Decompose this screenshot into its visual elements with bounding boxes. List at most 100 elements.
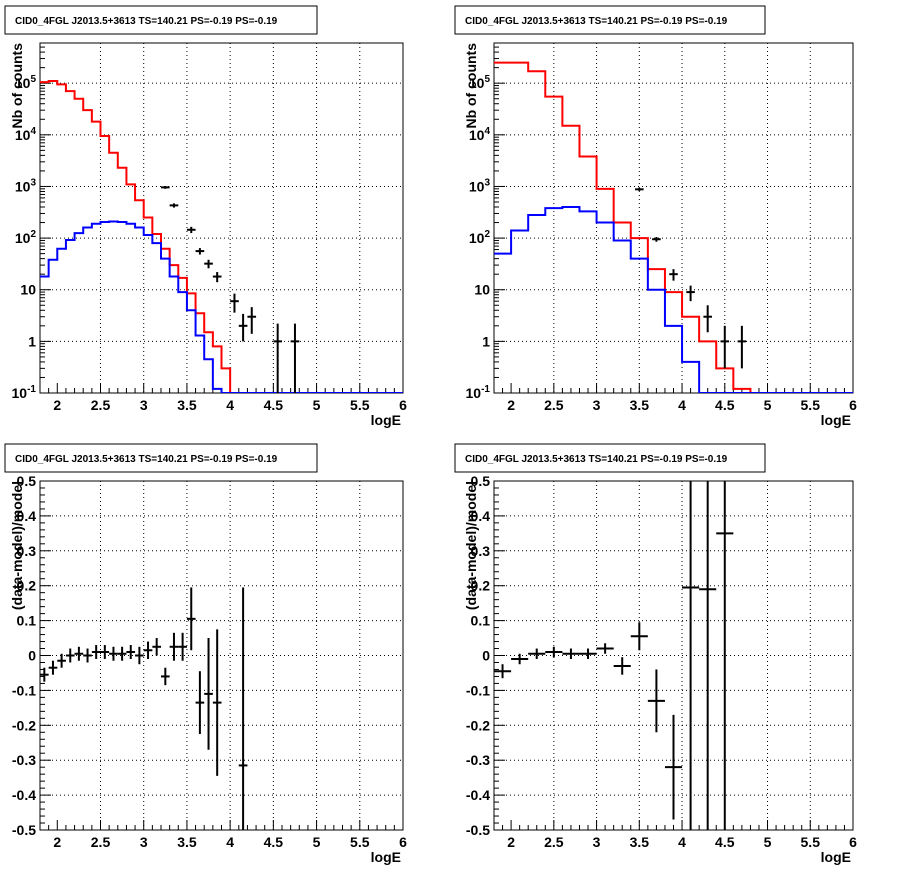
- series-line-2: [40, 220, 403, 393]
- residual-point: [57, 653, 66, 668]
- y-tick-exponent: 2: [484, 229, 490, 240]
- plot-area: [40, 80, 403, 393]
- residual-point: [664, 714, 683, 820]
- x-axis: [39, 820, 404, 830]
- data-point: [238, 313, 248, 342]
- y-tick-label: 10: [20, 282, 36, 298]
- data-point: [186, 226, 196, 234]
- x-axis: [493, 820, 854, 830]
- y-tick-label: 0.5: [17, 473, 37, 489]
- y-tick-label: 0.4: [17, 508, 37, 524]
- residual-point: [186, 587, 196, 651]
- y-axis-label: (data-model)/model: [9, 481, 25, 610]
- data-point: [669, 269, 678, 281]
- y-tick-label: 0.1: [17, 613, 37, 629]
- y-tick-exponent: 4: [30, 126, 36, 137]
- y-tick-label: -0.2: [466, 717, 490, 733]
- y-tick-label: 102: [469, 229, 491, 246]
- x-tick-label: 2.5: [91, 834, 111, 850]
- y-tick-label: 10-1: [12, 384, 37, 401]
- x-tick-label: 4: [226, 397, 234, 413]
- residual-point: [143, 641, 153, 659]
- y-axis: [40, 480, 51, 831]
- residual-point: [109, 646, 118, 661]
- x-tick-label: 4.5: [715, 397, 735, 413]
- residual-point: [212, 629, 222, 776]
- title-box: [454, 443, 766, 473]
- title-box: [454, 5, 766, 35]
- y-tick-label: 0: [28, 648, 36, 664]
- series-line-2: [494, 206, 853, 393]
- y-tick-label: -0.5: [12, 822, 36, 838]
- data-point: [652, 236, 661, 242]
- x-tick-label: 3: [593, 397, 601, 413]
- x-tick-label: 5: [313, 834, 321, 850]
- x-axis-label: logE: [821, 849, 851, 865]
- chart-title: CID0_4FGL J2013.5+3613 TS=140.21 PS=-0.1…: [15, 16, 278, 27]
- residual-point: [83, 648, 92, 663]
- y-tick-exponent: 3: [30, 177, 36, 188]
- y-tick-label: 10: [474, 282, 490, 298]
- residual-point: [126, 645, 136, 659]
- data-point: [230, 293, 239, 313]
- x-tick-label: 5.5: [801, 397, 821, 413]
- x-tick-label: 5.5: [801, 834, 821, 850]
- x-tick-label: 6: [399, 397, 407, 413]
- x-tick-label: 2: [507, 397, 515, 413]
- x-tick-label: 4.5: [264, 834, 284, 850]
- y-tick-label: 0.5: [471, 473, 491, 489]
- y-tick-exponent: 5: [484, 74, 490, 85]
- residual-point: [613, 657, 631, 675]
- x-tick-label: 3.5: [630, 834, 650, 850]
- residual-point: [65, 648, 75, 663]
- residual-point: [682, 481, 700, 830]
- residual-point: [562, 648, 580, 659]
- y-tick-label: 1: [482, 333, 490, 349]
- residual-point: [528, 648, 546, 659]
- x-tick-label: 2.5: [544, 834, 564, 850]
- y-tick-label: 0.4: [471, 508, 491, 524]
- chart-title: CID0_4FGL J2013.5+3613 TS=140.21 PS=-0.1…: [465, 454, 728, 465]
- x-tick-label: 3.5: [177, 834, 197, 850]
- y-tick-label: 10-1: [466, 384, 491, 401]
- x-tick-label: 6: [849, 397, 857, 413]
- y-tick-label: 0.2: [471, 578, 491, 594]
- x-tick-label: 2: [507, 834, 515, 850]
- residual-point: [100, 645, 110, 659]
- y-tick-label: -0.3: [12, 752, 36, 768]
- grid: [40, 43, 403, 393]
- y-tick-label: -0.1: [12, 682, 36, 698]
- chart-title: CID0_4FGL J2013.5+3613 TS=140.21 PS=-0.1…: [465, 16, 728, 27]
- residual-point: [40, 667, 49, 682]
- y-tick-label: 0.3: [471, 543, 491, 559]
- y-tick-label: 0.3: [17, 543, 37, 559]
- y-tick-exponent: 3: [484, 177, 490, 188]
- residual-point: [178, 632, 187, 661]
- residual-point: [135, 646, 144, 665]
- y-axis-label: (data-model)/model: [463, 481, 479, 610]
- plot-area: [494, 481, 734, 830]
- data-point: [720, 325, 730, 369]
- chart-panel-1: CID0_4FGL J2013.5+3613 TS=140.21 PS=-0.1…: [4, 5, 407, 428]
- y-tick-label: 103: [469, 177, 491, 194]
- data-point: [212, 272, 222, 283]
- x-tick-label: 2.5: [91, 397, 111, 413]
- residual-point: [152, 638, 161, 656]
- x-tick-label: 4.5: [264, 397, 284, 413]
- plot-frame: [493, 42, 854, 394]
- plot-area: [40, 587, 248, 830]
- grid: [494, 43, 853, 393]
- chart-panel-2: CID0_4FGL J2013.5+3613 TS=140.21 PS=-0.1…: [454, 5, 857, 428]
- residual-point: [48, 660, 58, 675]
- y-axis: [494, 480, 505, 831]
- series-line-1: [40, 80, 403, 393]
- x-tick-label: 6: [399, 834, 407, 850]
- title-box: [4, 443, 318, 473]
- residual-point: [117, 646, 127, 661]
- y-axis: [40, 42, 51, 394]
- y-tick-exponent: 2: [30, 229, 36, 240]
- x-tick-label: 2.5: [544, 397, 564, 413]
- x-tick-label: 2: [53, 397, 61, 413]
- y-tick-label: -0.4: [466, 787, 490, 803]
- y-tick-exponent: 4: [484, 126, 490, 137]
